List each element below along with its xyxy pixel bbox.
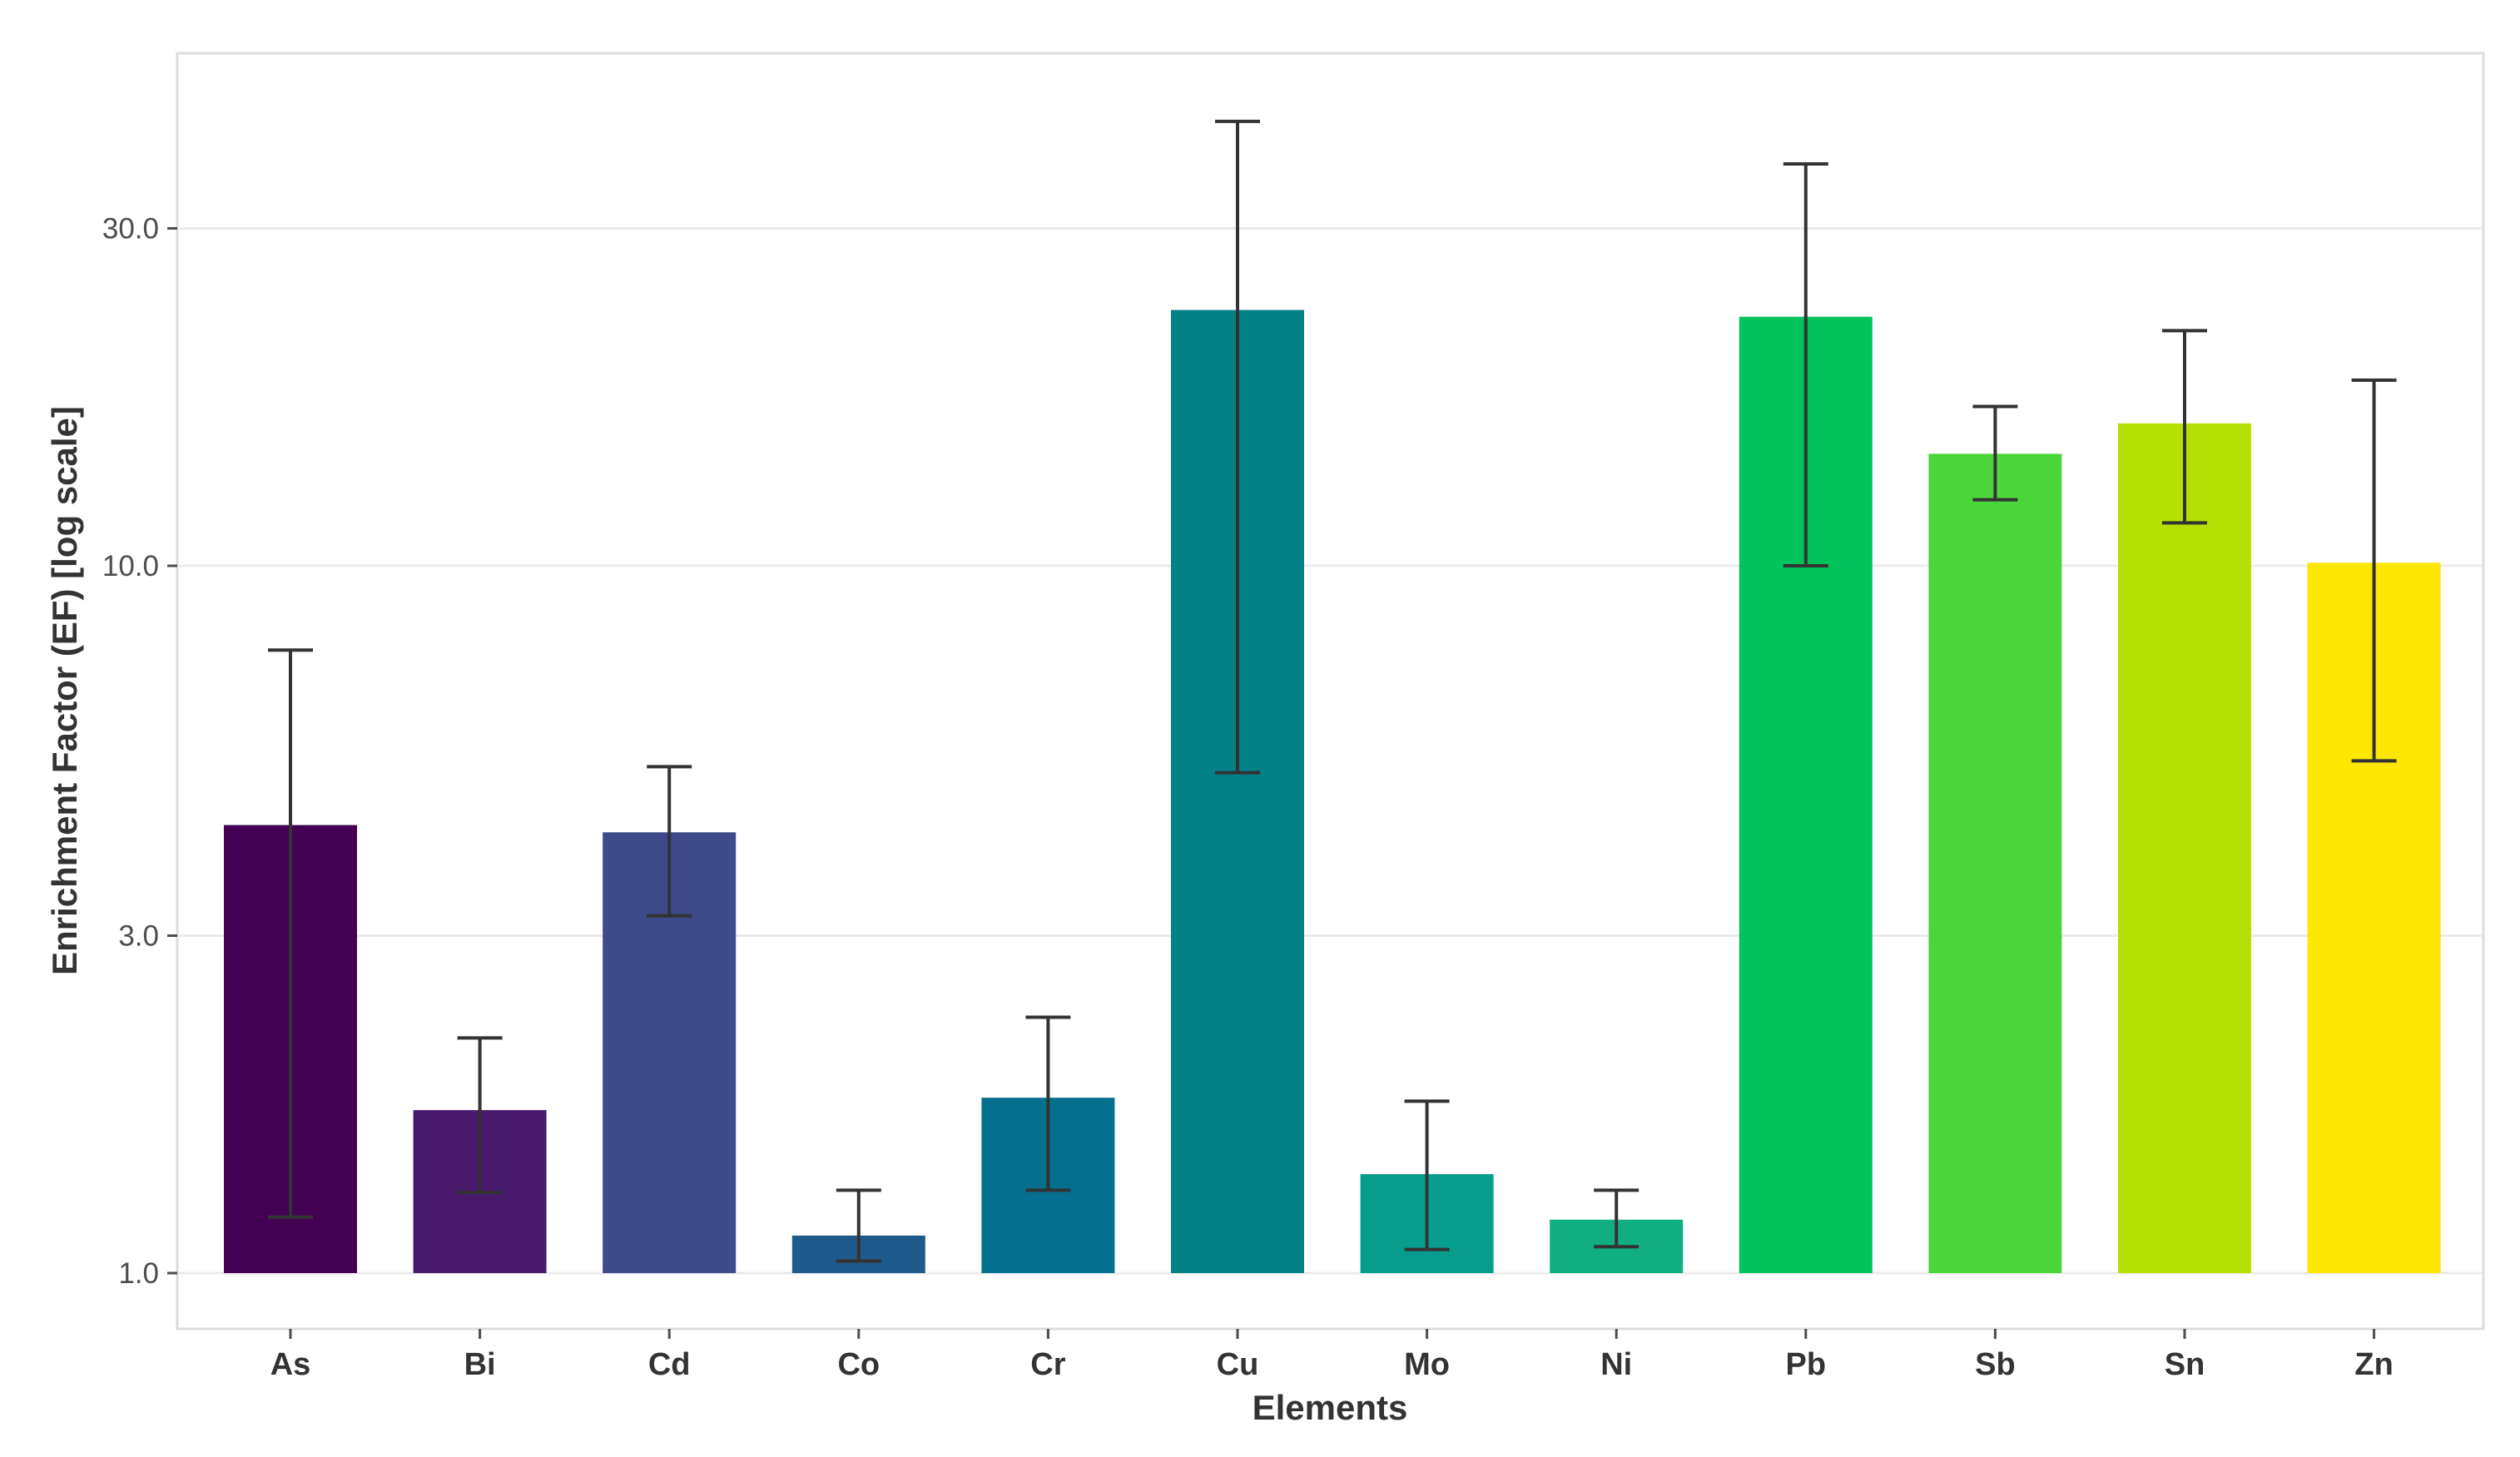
bar-sn: [2118, 423, 2251, 1273]
y-tick-label: 30.0: [102, 212, 159, 245]
x-tick-label: Pb: [1786, 1347, 1827, 1382]
error-bar-mo: [1404, 1099, 1450, 1251]
error-bar-sn: [2162, 329, 2207, 525]
x-tick-label: Sn: [2165, 1347, 2205, 1382]
x-axis-title: Elements: [1253, 1388, 1408, 1427]
error-bar-sb: [1972, 404, 2018, 502]
bar-sb: [1928, 453, 2062, 1273]
y-axis-title: Enrichment Factor (EF) [log scale]: [45, 406, 84, 975]
error-bar-bi: [457, 1036, 503, 1195]
x-tick-label: Ni: [1600, 1347, 1632, 1382]
error-bar-cd: [647, 765, 692, 918]
error-bar-ni: [1594, 1188, 1639, 1249]
x-tick-label: Cr: [1030, 1347, 1065, 1382]
y-tick-label: 1.0: [118, 1257, 159, 1290]
x-tick-label: Cu: [1217, 1347, 1259, 1382]
error-bar-cr: [1025, 1015, 1071, 1192]
y-axis-ticks: 1.0 3.0 10.0 30.0: [102, 212, 177, 1290]
error-bar-as: [268, 648, 313, 1219]
x-tick-label: As: [270, 1347, 311, 1382]
error-bar-pb: [1783, 162, 1828, 567]
error-bar-cu: [1215, 119, 1260, 775]
error-bars: [268, 119, 2397, 1263]
error-bar-zn: [2351, 378, 2397, 763]
error-bar-co: [836, 1188, 881, 1263]
panel-border: [176, 52, 2485, 1331]
x-axis-ticks: As Bi Cd Co Cr Cu Mo Ni Pb Sb Sn Zn: [270, 1329, 2394, 1382]
gridlines: [179, 226, 2482, 1275]
y-tick-label: 10.0: [102, 550, 159, 582]
x-tick-label: Zn: [2354, 1347, 2393, 1382]
x-tick-label: Sb: [1975, 1347, 2016, 1382]
x-tick-label: Bi: [464, 1347, 496, 1382]
x-tick-label: Mo: [1404, 1347, 1450, 1382]
y-tick-label: 3.0: [118, 919, 159, 952]
x-tick-label: Cd: [648, 1347, 691, 1382]
x-tick-label: Co: [837, 1347, 880, 1382]
